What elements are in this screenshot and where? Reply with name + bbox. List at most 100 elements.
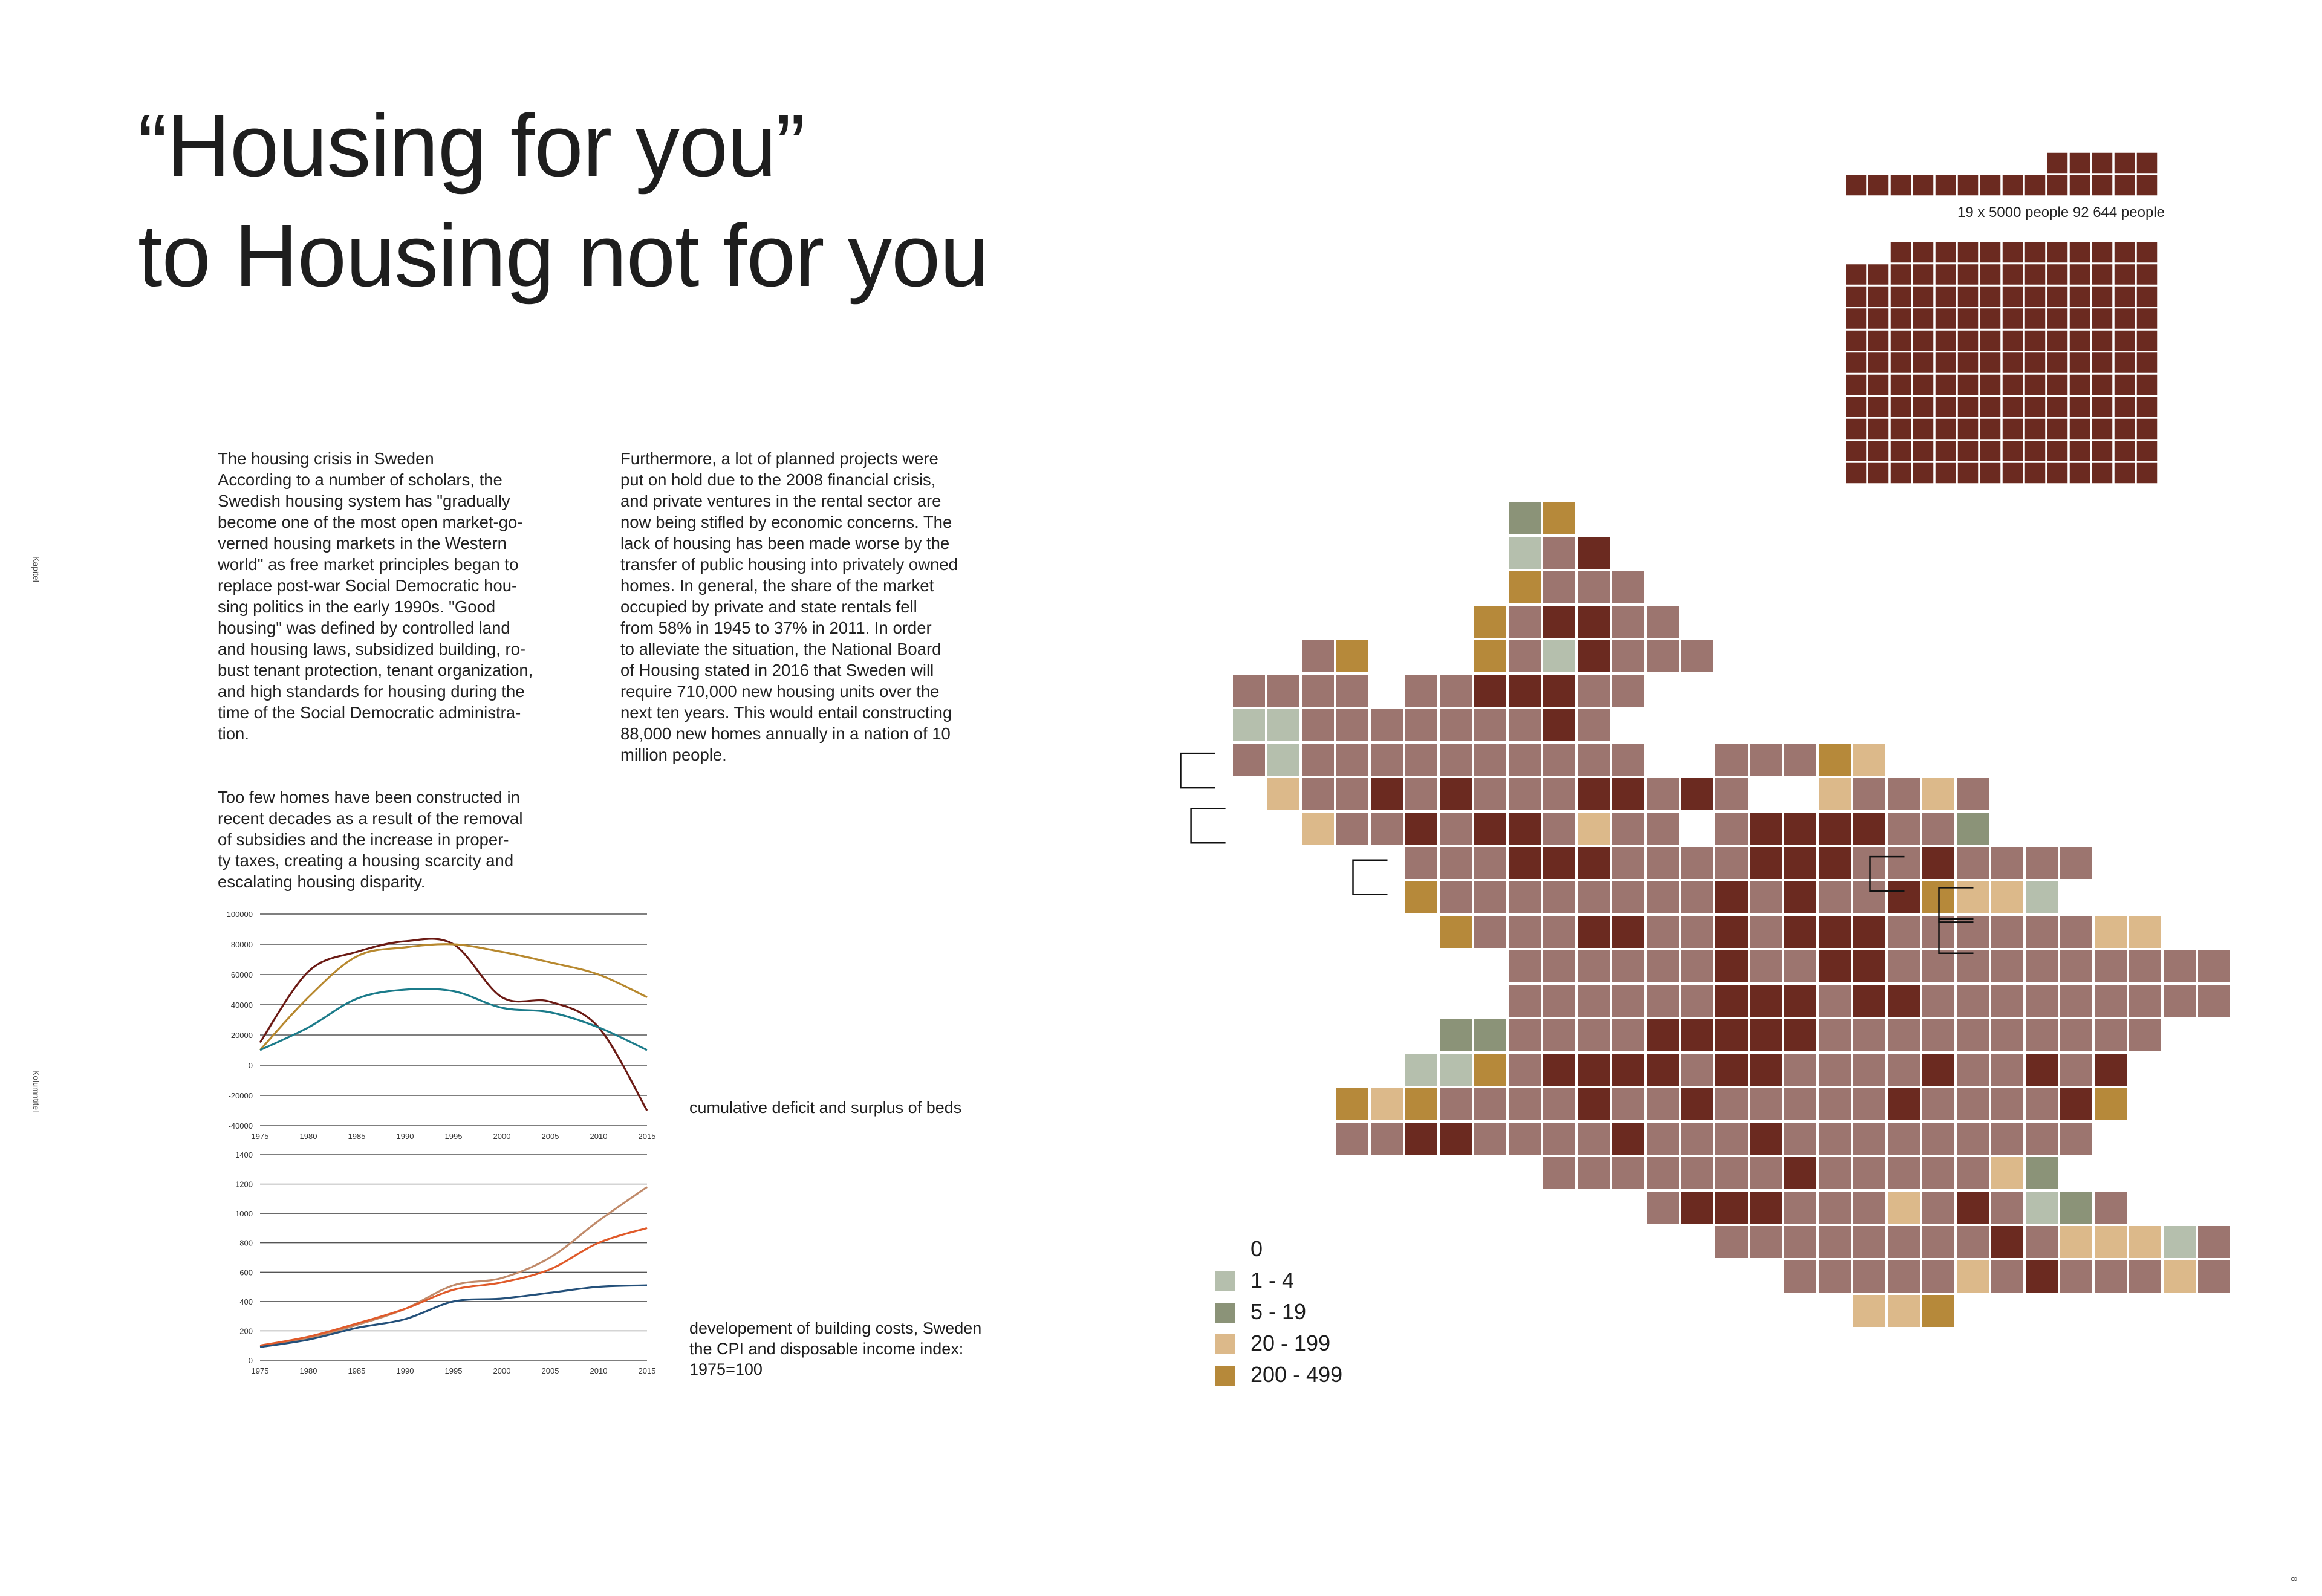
side-label-chapter: Kapitel [31,556,41,582]
map-cell [1370,1087,1404,1121]
people-cell [2091,462,2113,484]
map-cell [1852,1087,1887,1121]
people-cell [1867,462,1890,484]
map-cell [1645,605,1680,639]
map-cell [1232,742,1266,777]
people-cell [1979,263,2002,286]
map-cell [2024,1121,2059,1156]
people-cell [1979,395,2002,418]
map-cell [1542,1018,1576,1053]
map-cell [1439,915,1473,949]
people-cell [2069,152,2091,174]
map-cell [1576,639,1611,673]
map-cell [2197,1259,2231,1294]
map-cell [1887,1053,1921,1087]
map-cell [1783,1087,1818,1121]
people-cell [2136,440,2158,462]
map-cell [1645,880,1680,915]
map-cell [2093,984,2128,1018]
map-cell [1749,1121,1783,1156]
map-cell [1852,777,1887,811]
map-cell [1714,777,1749,811]
map-cell [1852,949,1887,984]
people-cell [2046,307,2069,330]
map-cell [1335,1121,1370,1156]
map-cell [1714,1225,1749,1259]
y-tick-label: 40000 [231,1001,253,1010]
body-paragraph: The housing crisis in Sweden According t… [218,449,533,743]
map-cell [1439,1121,1473,1156]
x-tick-label: 2005 [542,1366,559,1375]
people-cell [2002,418,2024,440]
map-cell [1887,1087,1921,1121]
map-cell [1783,880,1818,915]
people-cell [1845,351,1867,374]
map-cell [2093,1190,2128,1225]
people-cell [1934,395,1957,418]
people-cell [2069,263,2091,286]
map-cell [1473,1121,1507,1156]
map-cell [1370,777,1404,811]
y-tick-label: 1000 [235,1209,253,1218]
people-cell [1867,395,1890,418]
map-cell [1576,605,1611,639]
map-cell [2059,949,2093,984]
map-cell [2059,915,2093,949]
page-title: “Housing for you” to Housing not for you [138,91,989,311]
map-cell [1542,742,1576,777]
legend-swatch [1215,1240,1235,1260]
people-cell [1890,263,1912,286]
map-cell [1887,1225,1921,1259]
map-cell [2128,915,2162,949]
map-cell [2024,949,2059,984]
people-cell [2069,285,2091,308]
x-tick-label: 2015 [639,1366,656,1375]
legend-item: 200 - 499 [1215,1359,1342,1390]
map-cell [1507,708,1542,742]
map-cell [1301,742,1335,777]
map-cell [1335,1087,1370,1121]
map-cell [1990,1121,2024,1156]
map-cell [1990,949,2024,984]
map-cell [1714,1190,1749,1225]
people-cell [2069,241,2091,264]
map-cell [1887,1294,1921,1328]
map-cell [2093,1259,2128,1294]
map-cell [1404,1053,1439,1087]
map-cell-empty [1938,887,1974,923]
people-cell [2136,263,2158,286]
map-cell [1680,1190,1714,1225]
map-cell [1990,1190,2024,1225]
map-cell [1956,1259,1990,1294]
x-tick-label: 1975 [252,1366,269,1375]
people-cell [2002,395,2024,418]
title-line-2: to Housing not for you [138,206,989,305]
people-cell [1845,285,1867,308]
map-cell [1921,777,1956,811]
map-cell [1714,915,1749,949]
map-cell [1783,1018,1818,1053]
chart-caption-beds: cumulative deficit and surplus of beds [689,1098,962,1117]
x-tick-label: 1985 [348,1132,366,1141]
people-cell [1845,395,1867,418]
map-cell [1576,708,1611,742]
map-cell [1507,742,1542,777]
map-cell [1714,1121,1749,1156]
map-cell [1266,708,1301,742]
people-cell [1890,462,1912,484]
people-cell [1957,329,1979,352]
page-number: 8 [2289,1577,2299,1581]
map-cell [2024,984,2059,1018]
x-tick-label: 1990 [397,1132,414,1141]
map-cell [1335,777,1370,811]
map-cell [1611,1053,1645,1087]
map-cell [2162,984,2197,1018]
people-cell [2024,241,2046,264]
map-cell [2093,949,2128,984]
map-cell [1921,1053,1956,1087]
map-cell [1335,673,1370,708]
map-cell [2024,1053,2059,1087]
map-cell [1956,1053,1990,1087]
map-cell [1507,915,1542,949]
map-cell [2162,1225,2197,1259]
